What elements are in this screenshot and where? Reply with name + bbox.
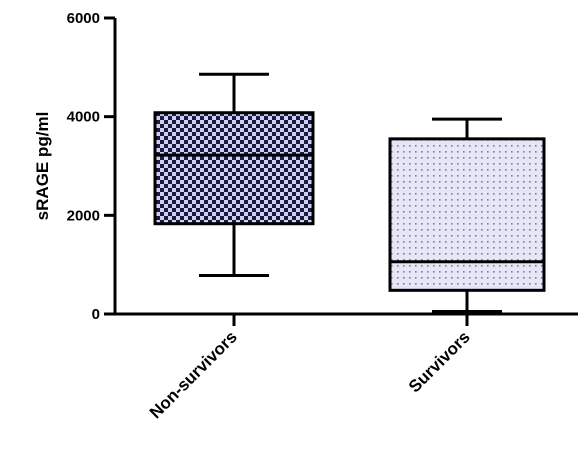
boxes bbox=[153, 72, 546, 314]
box-survivors bbox=[388, 117, 546, 314]
x-tick-label: Survivors bbox=[405, 327, 474, 396]
y-tick-label: 2000 bbox=[67, 207, 100, 224]
x-ticks: Non-survivors Survivors bbox=[146, 314, 474, 422]
y-tick-label: 0 bbox=[92, 306, 100, 323]
y-tick-label: 4000 bbox=[67, 109, 100, 126]
y-ticks: 0 2000 4000 6000 bbox=[67, 10, 115, 323]
y-tick-label: 6000 bbox=[67, 10, 100, 27]
x-tick-label: Non-survivors bbox=[146, 327, 241, 422]
box-iqr bbox=[388, 137, 546, 292]
box-non-survivors bbox=[153, 72, 315, 278]
y-axis-title: sRAGE pg/ml bbox=[33, 112, 52, 221]
box-iqr bbox=[153, 111, 315, 226]
